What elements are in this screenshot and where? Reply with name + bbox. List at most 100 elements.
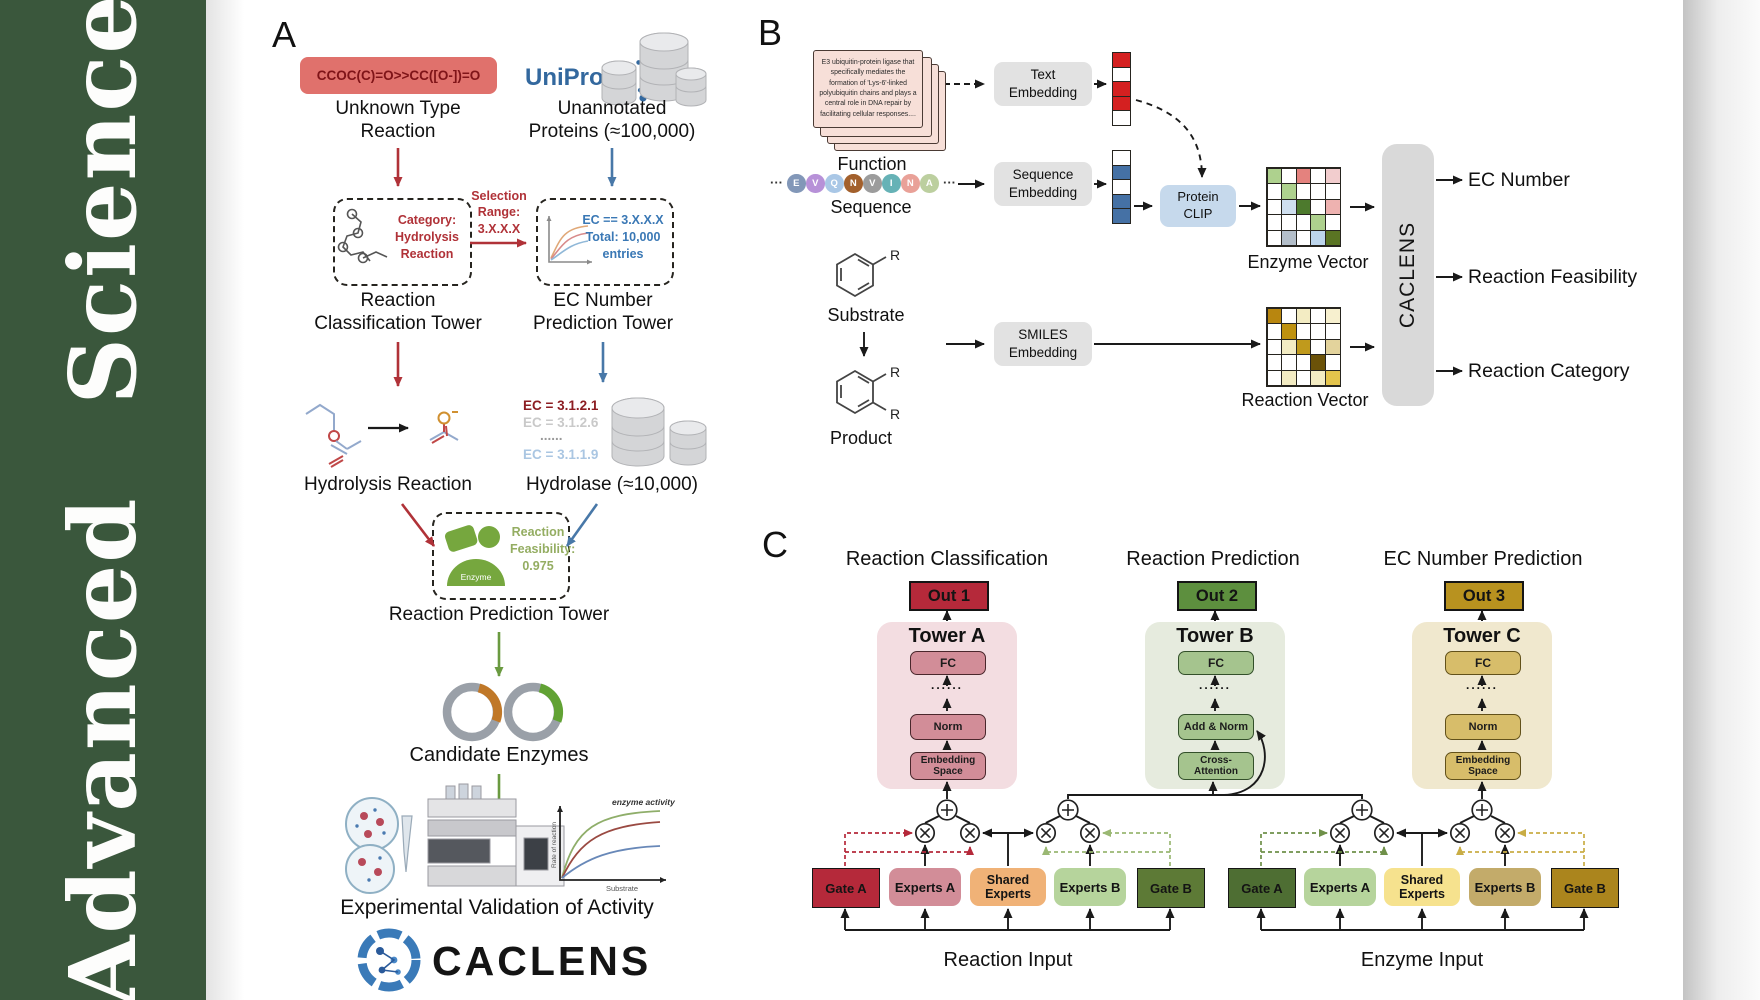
tower-b-cross-attention: Cross- Attention	[1178, 752, 1254, 780]
moe-reaction-shared-experts: Shared Experts	[970, 868, 1046, 906]
graph-curve-label: enzyme activity	[612, 797, 676, 807]
moe-enzyme-experts-a: Experts A	[1304, 868, 1376, 906]
tower-a-fc: FC	[910, 651, 986, 675]
output-reaction-category: Reaction Category	[1468, 360, 1630, 382]
feasibility-dashed-box	[432, 512, 570, 600]
tower-a-norm: Norm	[910, 714, 986, 740]
activity-graph-icon: enzyme activity Rate of reaction Substra…	[551, 797, 676, 893]
smiles-reaction-pill: CCOC(C)=O>>CC([O-])=O	[300, 57, 497, 94]
moe-right-wiring	[1256, 815, 1589, 931]
caclens-wordmark: CACLENS	[432, 938, 652, 984]
enzyme-icon-label: Enzyme	[461, 572, 492, 582]
reaction-classification-tower-label: Reaction Classification Tower	[314, 290, 482, 335]
arrow-hydrolysis-to-feasibility	[400, 503, 436, 547]
moe-left-wiring	[840, 815, 1175, 931]
moe-enzyme-gate-b: Gate B	[1551, 868, 1619, 908]
heading-ec-number-prediction: EC Number Prediction	[1383, 548, 1583, 570]
unannotated-db-icon	[601, 32, 707, 107]
hydrolysis-reaction-label: Hydrolysis Reaction	[304, 474, 472, 495]
reaction-input-label: Reaction Input	[943, 949, 1073, 971]
ec-list-ellipsis: ......	[540, 428, 563, 443]
ec-prediction-tower-label: EC Number Prediction Tower	[532, 290, 674, 335]
out2-box: Out 2	[1177, 581, 1257, 611]
unannotated-proteins-label: Unannotated Proteins (≈100,000)	[528, 98, 696, 143]
moe-reaction-experts-a: Experts A	[889, 868, 961, 906]
panel-b-label: B	[758, 12, 783, 53]
experimental-validation-label: Experimental Validation of Activity	[340, 896, 654, 919]
output-ec-number: EC Number	[1468, 169, 1570, 191]
unknown-reaction-label: Unknown Type Reaction	[335, 98, 461, 143]
tower-a-embedding-space: Embedding Space	[910, 752, 986, 780]
tower-a-dots: ......	[930, 678, 964, 692]
tower-c-dots: ......	[1465, 678, 1499, 692]
moe-enzyme-gate-a: Gate A	[1228, 868, 1296, 908]
reaction-prediction-tower-label: Reaction Prediction Tower	[388, 604, 610, 625]
text-embedding-vector	[1112, 52, 1131, 127]
page-curl-shadow-left	[206, 0, 244, 1000]
smiles-embedding-box: SMILES Embedding	[994, 322, 1092, 366]
journal-title: Advanced Science	[0, 0, 206, 1000]
caclens-module-label: CACLENS	[1396, 221, 1420, 329]
substrate-molecule: R	[836, 247, 900, 298]
sequence-ellipsis-left: ···	[770, 175, 783, 191]
enzyme-vector-grid	[1266, 167, 1341, 247]
moe-left-gate-dashes	[844, 829, 1171, 866]
text-embedding-box: Text Embedding	[994, 62, 1092, 106]
caclens-module-box: CACLENS	[1382, 144, 1434, 406]
sequence-ellipsis-right: ···	[943, 175, 956, 191]
moe-operators	[914, 799, 1516, 844]
journal-title-word-science: Science	[49, 0, 157, 405]
tower-b-title: Tower B	[1176, 625, 1254, 647]
out3-box: Out 3	[1444, 581, 1524, 611]
enzyme-vector-label: Enzyme Vector	[1247, 252, 1369, 272]
moe-right-gate-dashes	[1260, 829, 1585, 866]
ec-list-line-3: EC = 3.1.1.9	[523, 447, 599, 462]
substrate-r-label: R	[890, 247, 900, 263]
tower-b-dots: ......	[1198, 678, 1232, 692]
plasmid-icons	[442, 682, 564, 742]
selection-range-label: Selection Range: 3.X.X.X	[471, 189, 527, 236]
sequence-label: Sequence	[830, 197, 912, 217]
feasibility-box-text: Reaction Feasibility: 0.975	[510, 525, 576, 573]
sequence-embedding-vector	[1112, 150, 1131, 225]
tower-c-fc: FC	[1445, 651, 1521, 675]
function-label: Function	[837, 154, 907, 174]
tower-a-title: Tower A	[908, 625, 986, 647]
page-curl-shadow-right	[1683, 0, 1760, 1000]
ec-list-line-2: EC = 3.1.2.6	[523, 415, 599, 430]
graph-xlabel: Substrate	[606, 884, 638, 893]
arrow-text-vector-to-clip	[1135, 99, 1207, 178]
tower-b-fc: FC	[1178, 651, 1254, 675]
tower-internal-arrows	[942, 675, 1487, 750]
candidate-enzymes-label: Candidate Enzymes	[409, 744, 589, 766]
moe-enzyme-shared-experts: Shared Experts	[1384, 868, 1460, 906]
output-reaction-feasibility: Reaction Feasibility	[1468, 266, 1638, 288]
substrate-label: Substrate	[827, 305, 905, 325]
arrow-hydrolase-to-feasibility	[565, 503, 599, 547]
panel-c-label: C	[762, 524, 788, 565]
moe-enzyme-experts-b: Experts B	[1469, 868, 1541, 906]
enzyme-icon: Enzyme	[444, 525, 505, 586]
product-label: Product	[829, 428, 893, 448]
moe-reaction-experts-b: Experts B	[1054, 868, 1126, 906]
hplc-machine-icon	[427, 783, 565, 887]
ec-box-text: EC == 3.X.X.X Total: 10,000 entries	[582, 213, 664, 261]
caclens-logo-icon	[357, 928, 421, 992]
hydrolase-label: Hydrolase (≈10,000)	[525, 474, 699, 495]
product-r1-label: R	[890, 364, 900, 380]
petri-dish-icon	[345, 797, 413, 894]
panel-a-label: A	[272, 14, 297, 55]
tower-c-norm: Norm	[1445, 714, 1521, 740]
molecule-scribble-icon	[337, 208, 388, 264]
function-card: E3 ubiquitin-protein ligase that specifi…	[813, 50, 923, 128]
hydrolase-db-icon	[611, 397, 707, 467]
moe-reaction-gate-b: Gate B	[1137, 868, 1205, 908]
hydrolysis-molecules	[305, 403, 459, 468]
sequence-embedding-box: Sequence Embedding	[994, 162, 1092, 206]
ec-curves-icon	[546, 216, 592, 265]
moe-reaction-gate-a: Gate A	[812, 868, 880, 908]
reaction-vector-grid	[1266, 307, 1341, 387]
tower-c-embedding-space: Embedding Space	[1445, 752, 1521, 780]
